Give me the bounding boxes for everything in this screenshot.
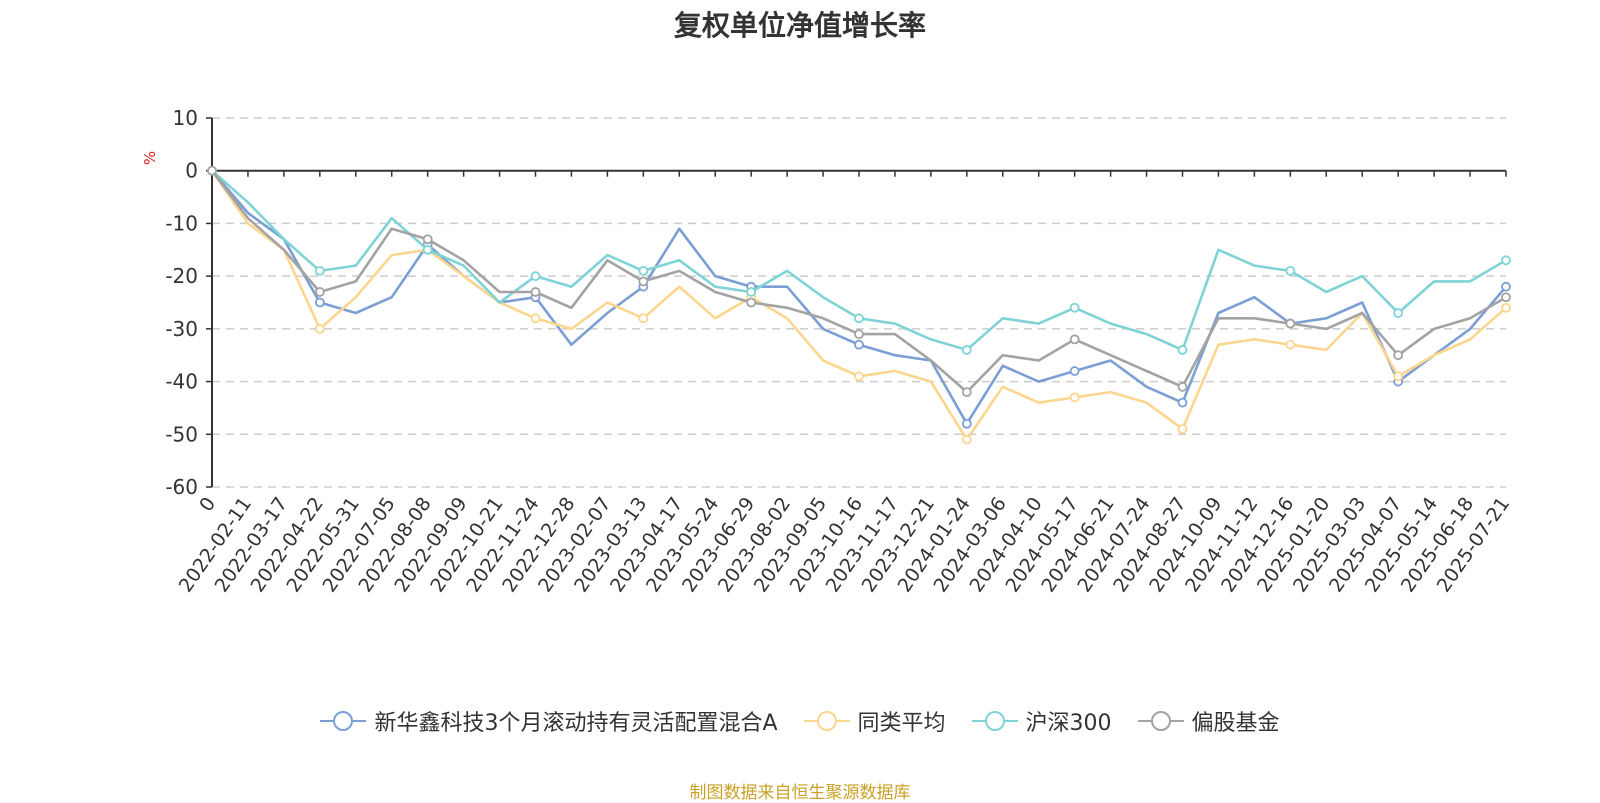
- legend-item[interactable]: 新华鑫科技3个月滚动持有灵活配置混合A: [320, 705, 778, 737]
- legend-swatch: [1137, 711, 1184, 731]
- y-tick-label: -30: [165, 317, 198, 341]
- series-marker: [422, 234, 433, 245]
- series-marker: [1285, 339, 1296, 350]
- series-marker: [1177, 397, 1188, 408]
- series-marker: [1501, 281, 1511, 292]
- series-marker: [961, 387, 972, 398]
- series-marker: [1069, 366, 1080, 376]
- series-marker: [1501, 255, 1511, 266]
- chart-title: 复权单位净值增长率: [673, 9, 926, 42]
- legend-label: 沪深300: [1025, 711, 1112, 736]
- y-tick-label: -10: [165, 211, 198, 235]
- series-marker: [961, 345, 972, 355]
- x-tick-label: 0: [195, 493, 220, 516]
- legend: 新华鑫科技3个月滚动持有灵活配置混合A 同类平均 沪深300 偏股基金: [0, 705, 1600, 737]
- series-marker: [1069, 392, 1080, 403]
- series-marker: [854, 329, 864, 340]
- y-tick-label: 10: [173, 106, 198, 130]
- y-tick-label: -60: [165, 475, 198, 499]
- series-marker: [1177, 345, 1188, 355]
- legend-label: 同类平均: [857, 711, 946, 736]
- source-note: 制图数据来自恒生聚源数据库: [689, 783, 911, 803]
- y-tick-label: -20: [165, 264, 198, 288]
- legend-label: 偏股基金: [1191, 711, 1280, 736]
- axes: [206, 117, 1507, 488]
- series-marker: [1285, 265, 1296, 276]
- legend-item[interactable]: 同类平均: [803, 705, 946, 737]
- series-marker: [961, 434, 972, 445]
- series-marker: [854, 371, 864, 382]
- series-marker: [746, 287, 757, 297]
- series-marker: [1285, 318, 1296, 329]
- legend-swatch: [803, 711, 850, 731]
- series-marker: [1069, 302, 1080, 313]
- series-marker: [1177, 381, 1188, 392]
- series-marker: [1393, 371, 1404, 382]
- series-marker: [314, 287, 325, 297]
- series-marker: [1501, 302, 1511, 313]
- series-marker: [854, 313, 864, 324]
- series-marker: [746, 297, 757, 308]
- series-marker: [530, 287, 541, 297]
- series-marker: [207, 165, 217, 176]
- legend-label: 新华鑫科技3个月滚动持有灵活配置混合A: [374, 711, 778, 736]
- series-marker: [530, 271, 541, 282]
- series-marker: [314, 265, 325, 276]
- line-chart: 100-10-20-30-40-50-6002022-02-112022-03-…: [141, 106, 1514, 596]
- series-marker: [530, 313, 541, 324]
- legend-item[interactable]: 沪深300: [971, 705, 1112, 737]
- series-line: [210, 169, 1507, 441]
- series-line: [211, 169, 1507, 426]
- series-marker: [1177, 424, 1188, 434]
- y-axis-unit: %: [141, 151, 159, 165]
- y-tick-label: -40: [165, 370, 198, 394]
- series-marker: [638, 313, 649, 324]
- series-marker: [314, 297, 325, 308]
- series-marker: [1501, 292, 1511, 303]
- legend-swatch: [971, 711, 1018, 731]
- series-marker: [638, 265, 649, 276]
- series-line: [210, 169, 1507, 394]
- series-marker: [422, 244, 433, 255]
- grid-lines: [212, 117, 1506, 488]
- series-marker: [854, 339, 864, 350]
- legend-swatch: [320, 711, 367, 731]
- series-marker: [638, 276, 649, 287]
- legend-item[interactable]: 偏股基金: [1137, 705, 1280, 737]
- series-marker: [961, 418, 972, 429]
- y-tick-label: 0: [185, 159, 198, 183]
- axis-labels: 100-10-20-30-40-50-6002022-02-112022-03-…: [141, 106, 1514, 596]
- series-lines: [207, 165, 1511, 445]
- series-marker: [1393, 308, 1404, 318]
- series-marker: [1069, 334, 1080, 345]
- series-marker: [314, 323, 325, 334]
- series-marker: [1393, 350, 1404, 361]
- y-tick-label: -50: [165, 422, 198, 446]
